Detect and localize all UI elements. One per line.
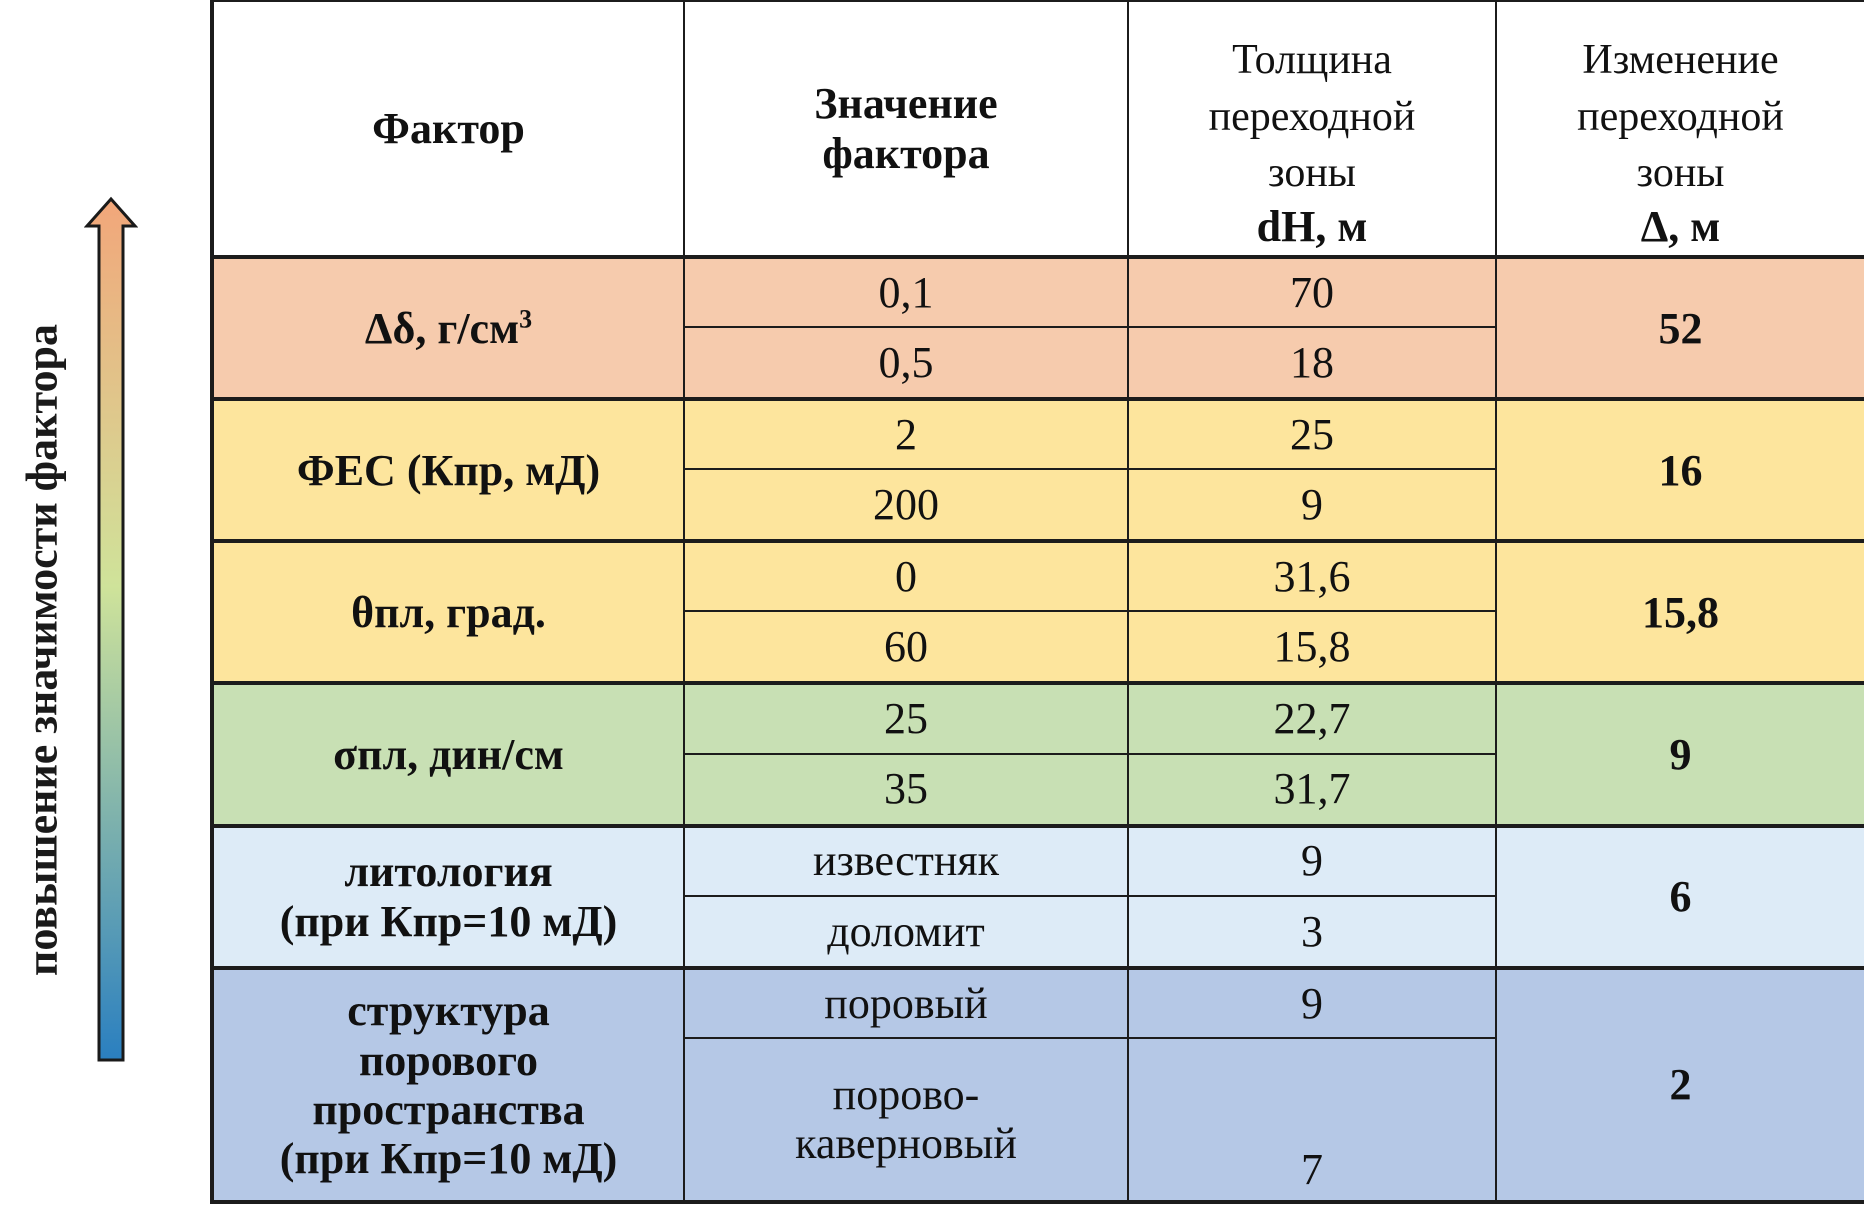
factor-pore-structure: структура порового пространства (при Кпр… (210, 966, 685, 1205)
dh-cell: 31,7 (1127, 752, 1497, 828)
header-value: Значение фактора (683, 0, 1129, 260)
delta-cell: 16 (1495, 398, 1864, 544)
factor-density: Δδ, г/см3 (210, 256, 685, 402)
value-cell: 0,1 (683, 256, 1129, 329)
delta-cell: 52 (1495, 256, 1864, 402)
factor-lithology: литология (при Кпр=10 мД) (210, 824, 685, 970)
delta-cell: 9 (1495, 682, 1864, 828)
value-cell: 0 (683, 540, 1129, 613)
value-cell: 60 (683, 610, 1129, 686)
header-change: Изменение переходной зоны Δ, м (1495, 0, 1864, 260)
header-row: Фактор Значение фактора Толщина переходн… (210, 0, 1864, 260)
table-row: σпл, дин/см 25 22,7 9 (210, 682, 1864, 828)
dh-cell: 25 (1127, 398, 1497, 471)
value-cell: поровый (683, 966, 1129, 1039)
dh-cell: 9 (1127, 468, 1497, 544)
dh-cell: 70 (1127, 256, 1497, 329)
table-row: θпл, град. 0 31,6 15,8 (210, 540, 1864, 686)
significance-arrow-icon (83, 196, 139, 1064)
delta-cell: 15,8 (1495, 540, 1864, 686)
table-row: ФЕС (Кпр, мД) 2 25 16 (210, 398, 1864, 544)
table-row: структура порового пространства (при Кпр… (210, 966, 1864, 1205)
dh-cell: 22,7 (1127, 682, 1497, 755)
significance-axis-label: повышение значимости фактора (17, 324, 67, 976)
dh-cell: 7 (1127, 1036, 1497, 1205)
header-thickness: Толщина переходной зоны dH, м (1127, 0, 1497, 260)
value-cell: доломит (683, 894, 1129, 970)
delta-cell: 2 (1495, 966, 1864, 1205)
dh-cell: 31,6 (1127, 540, 1497, 613)
factor-theta: θпл, град. (210, 540, 685, 686)
delta-cell: 6 (1495, 824, 1864, 970)
value-cell: 2 (683, 398, 1129, 471)
factors-table: Фактор Значение фактора Толщина переходн… (210, 0, 1864, 1205)
dh-cell: 15,8 (1127, 610, 1497, 686)
value-cell: 0,5 (683, 326, 1129, 402)
value-cell: порово-каверновый (683, 1036, 1129, 1205)
factor-fes: ФЕС (Кпр, мД) (210, 398, 685, 544)
dh-cell: 18 (1127, 326, 1497, 402)
value-cell: 25 (683, 682, 1129, 755)
value-cell: 35 (683, 752, 1129, 828)
table-row: литология (при Кпр=10 мД) известняк 9 6 (210, 824, 1864, 970)
value-cell: 200 (683, 468, 1129, 544)
value-cell: известняк (683, 824, 1129, 897)
factor-sigma: σпл, дин/см (210, 682, 685, 828)
header-factor: Фактор (210, 0, 685, 260)
dh-cell: 3 (1127, 894, 1497, 970)
dh-cell: 9 (1127, 966, 1497, 1039)
dh-cell: 9 (1127, 824, 1497, 897)
table-row: Δδ, г/см3 0,1 70 52 (210, 256, 1864, 402)
